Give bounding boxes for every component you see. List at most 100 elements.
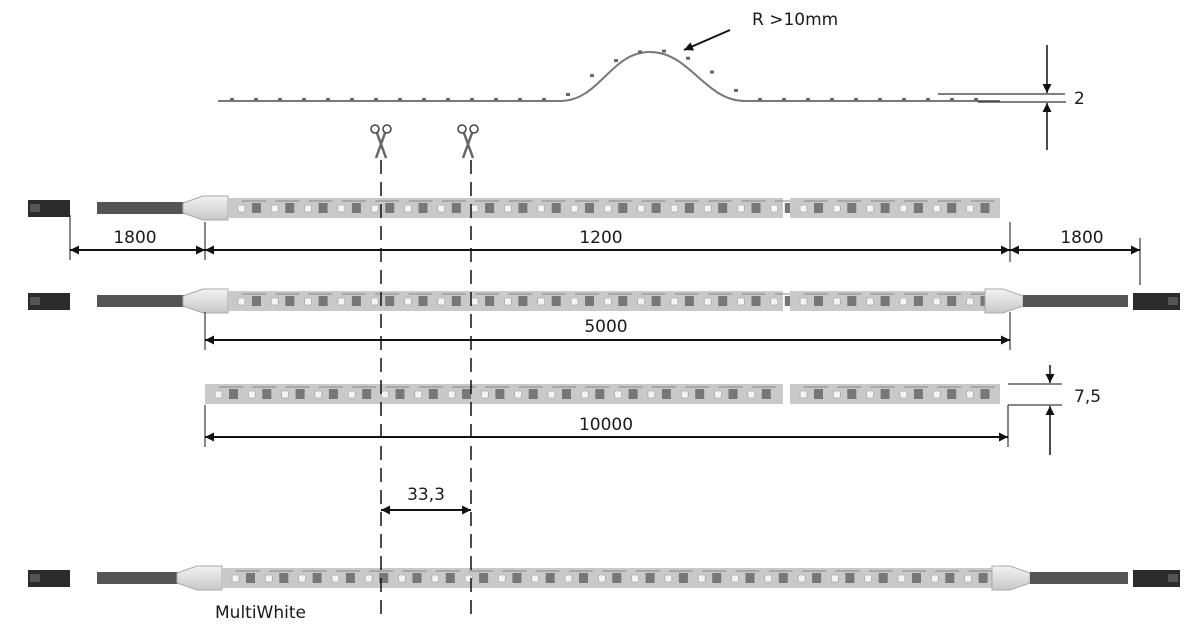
profile-led-mark [422,98,426,101]
led-chip [737,204,745,213]
profile-led-mark [806,98,810,101]
profile-led-mark [278,98,282,101]
resistor [345,573,355,583]
resistor [479,573,489,583]
profile-led-mark [566,93,570,97]
resistor [428,389,438,399]
resistor [847,203,857,213]
cable-left [97,572,189,584]
resistor [718,203,728,213]
connector-pin [1168,574,1178,582]
led-chip [314,390,323,399]
dimensions-row-3 [204,365,1062,455]
led-chip [531,574,540,583]
resistor [980,203,990,213]
cable-left [97,295,195,307]
profile-led-mark [494,98,498,101]
profile-led-mark [254,98,258,101]
led-chip [737,297,745,306]
profile-led-mark [518,98,522,101]
led-chip [514,390,523,399]
resistor [379,573,389,583]
led-chip [470,297,479,306]
led-chip [337,204,346,213]
profile-led-mark [470,98,474,101]
resistor [518,203,528,213]
led-chip [304,204,312,213]
led-chip [248,390,256,399]
profile-led-mark [734,88,738,92]
led-chip [799,297,808,306]
led-chip [370,204,379,213]
connector-pin [30,574,40,582]
resistor [318,203,328,213]
led-chip [832,390,841,399]
profile-led-mark [902,98,906,101]
connector-pin [1168,297,1178,305]
led-chip [866,297,874,306]
resistor [880,203,890,213]
strip-assembly-multiwhite [28,565,1180,591]
resistor [947,203,957,213]
led-chip [930,574,939,583]
led-chip [237,204,246,213]
end-cap-right [991,565,1031,591]
led-chip [298,574,306,583]
resistor [462,389,472,399]
led-chip [670,297,679,306]
resistor [784,296,794,306]
resistor [847,296,857,306]
bend-radius-label: R >10mm [752,10,838,30]
cable-right [1023,295,1128,307]
resistor [845,573,855,583]
cable-left-length: 1800 [113,228,156,248]
resistor [612,573,622,583]
resistor [485,296,495,306]
resistor [262,389,272,399]
led-chip [537,297,546,306]
dimensions-row-2 [204,312,1011,350]
resistor [661,389,671,399]
profile-led-mark [854,98,858,101]
resistor [695,389,705,399]
led-chip [631,574,639,583]
resistor [279,573,289,583]
resistor [328,389,338,399]
resistor [252,203,261,213]
resistor [395,389,405,399]
led-chip [964,574,972,583]
resistor [285,203,295,213]
resistor [418,203,428,213]
led-chip [703,297,712,306]
led-chip [281,390,289,399]
led-chip [799,390,808,399]
resistor [585,296,594,306]
resistor [651,203,661,213]
led-chip [214,390,223,399]
resistor [295,389,305,399]
led-chip [899,390,908,399]
profile-led-mark [686,56,690,60]
resistor [814,389,823,399]
led-chip [932,297,941,306]
led-chip [932,204,941,213]
profile-led-mark [662,49,666,53]
led-chip [370,297,379,306]
resistor [878,573,888,583]
led-chip [547,390,556,399]
led-chip [437,297,446,306]
led-chip [481,390,489,399]
led-chip [437,204,446,213]
profile-led-mark [374,98,378,101]
profile-led-mark [350,98,354,101]
led-chip [966,390,974,399]
resistor [551,203,561,213]
resistor [651,296,661,306]
resistor [728,389,738,399]
resistor [784,203,794,213]
profile-led-mark [230,98,234,101]
led-chip [899,204,908,213]
led-chip [797,574,806,583]
led-chip [799,204,808,213]
resistor [947,296,957,306]
